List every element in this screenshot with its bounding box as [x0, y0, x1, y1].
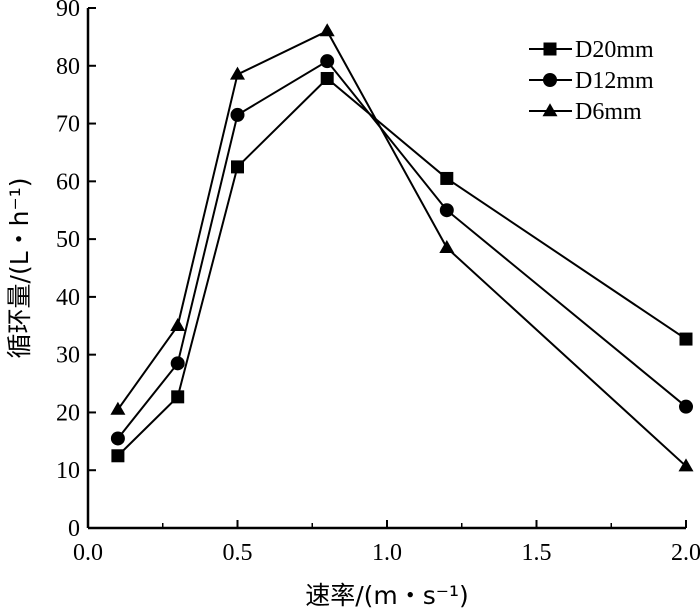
data-point	[230, 66, 245, 80]
y-tick-label: 80	[56, 54, 80, 80]
data-point	[319, 23, 335, 37]
y-tick-label: 40	[56, 285, 80, 311]
y-tick-label: 70	[56, 112, 80, 138]
legend-entry: D6mm	[529, 99, 642, 125]
legend-marker	[542, 103, 558, 117]
data-point	[110, 431, 125, 446]
y-tick-label: 20	[56, 400, 80, 426]
legend-entry: D20mm	[529, 37, 654, 63]
data-point	[230, 107, 245, 122]
series-d12mm	[110, 54, 693, 446]
data-point	[170, 317, 186, 331]
series-layer	[110, 23, 694, 472]
legend-label: D12mm	[575, 68, 654, 94]
x-axis-title: 速率/(m・s⁻¹)	[305, 581, 469, 610]
ticks: 0.0 0.5 1.0 1.5 2.0 0 10 20 30 40 50 60 70 80 90	[56, 0, 700, 566]
x-tick-label: 0.5	[223, 540, 253, 566]
series-line	[117, 29, 687, 467]
data-point	[439, 239, 455, 253]
x-tick-label: 1.5	[522, 540, 552, 566]
x-tick-label: 0.0	[73, 540, 103, 566]
data-point	[439, 203, 454, 218]
series-line	[117, 77, 687, 457]
x-tick-label: 2.0	[671, 540, 700, 566]
y-tick-label: 0	[68, 516, 80, 542]
y-axis-title: 循环量/(L・h⁻¹)	[5, 178, 34, 359]
data-point	[320, 71, 334, 85]
legend-marker	[543, 42, 557, 56]
x-tick-label: 1.0	[372, 540, 402, 566]
y-tick-label: 30	[56, 343, 80, 369]
data-point	[679, 332, 693, 346]
legend-label: D20mm	[575, 37, 654, 63]
data-point	[110, 401, 126, 415]
y-tick-label: 90	[56, 0, 80, 22]
legend-entry: D12mm	[529, 68, 654, 94]
data-point	[171, 390, 185, 404]
series-d6mm	[110, 23, 694, 472]
data-point	[678, 458, 694, 472]
series-d20mm	[111, 71, 693, 463]
data-point	[170, 356, 185, 371]
y-tick-label: 60	[56, 169, 80, 195]
data-point	[231, 160, 244, 174]
series-line	[117, 59, 687, 440]
legend-marker	[543, 73, 557, 87]
y-tick-label: 10	[56, 458, 80, 484]
data-point	[320, 54, 335, 69]
legend-label: D6mm	[575, 99, 642, 125]
legend: D20mm D12mm D6mm	[529, 37, 654, 125]
y-tick-label: 50	[56, 227, 80, 253]
data-point	[440, 171, 454, 185]
data-point	[679, 399, 693, 414]
data-point	[111, 449, 125, 463]
